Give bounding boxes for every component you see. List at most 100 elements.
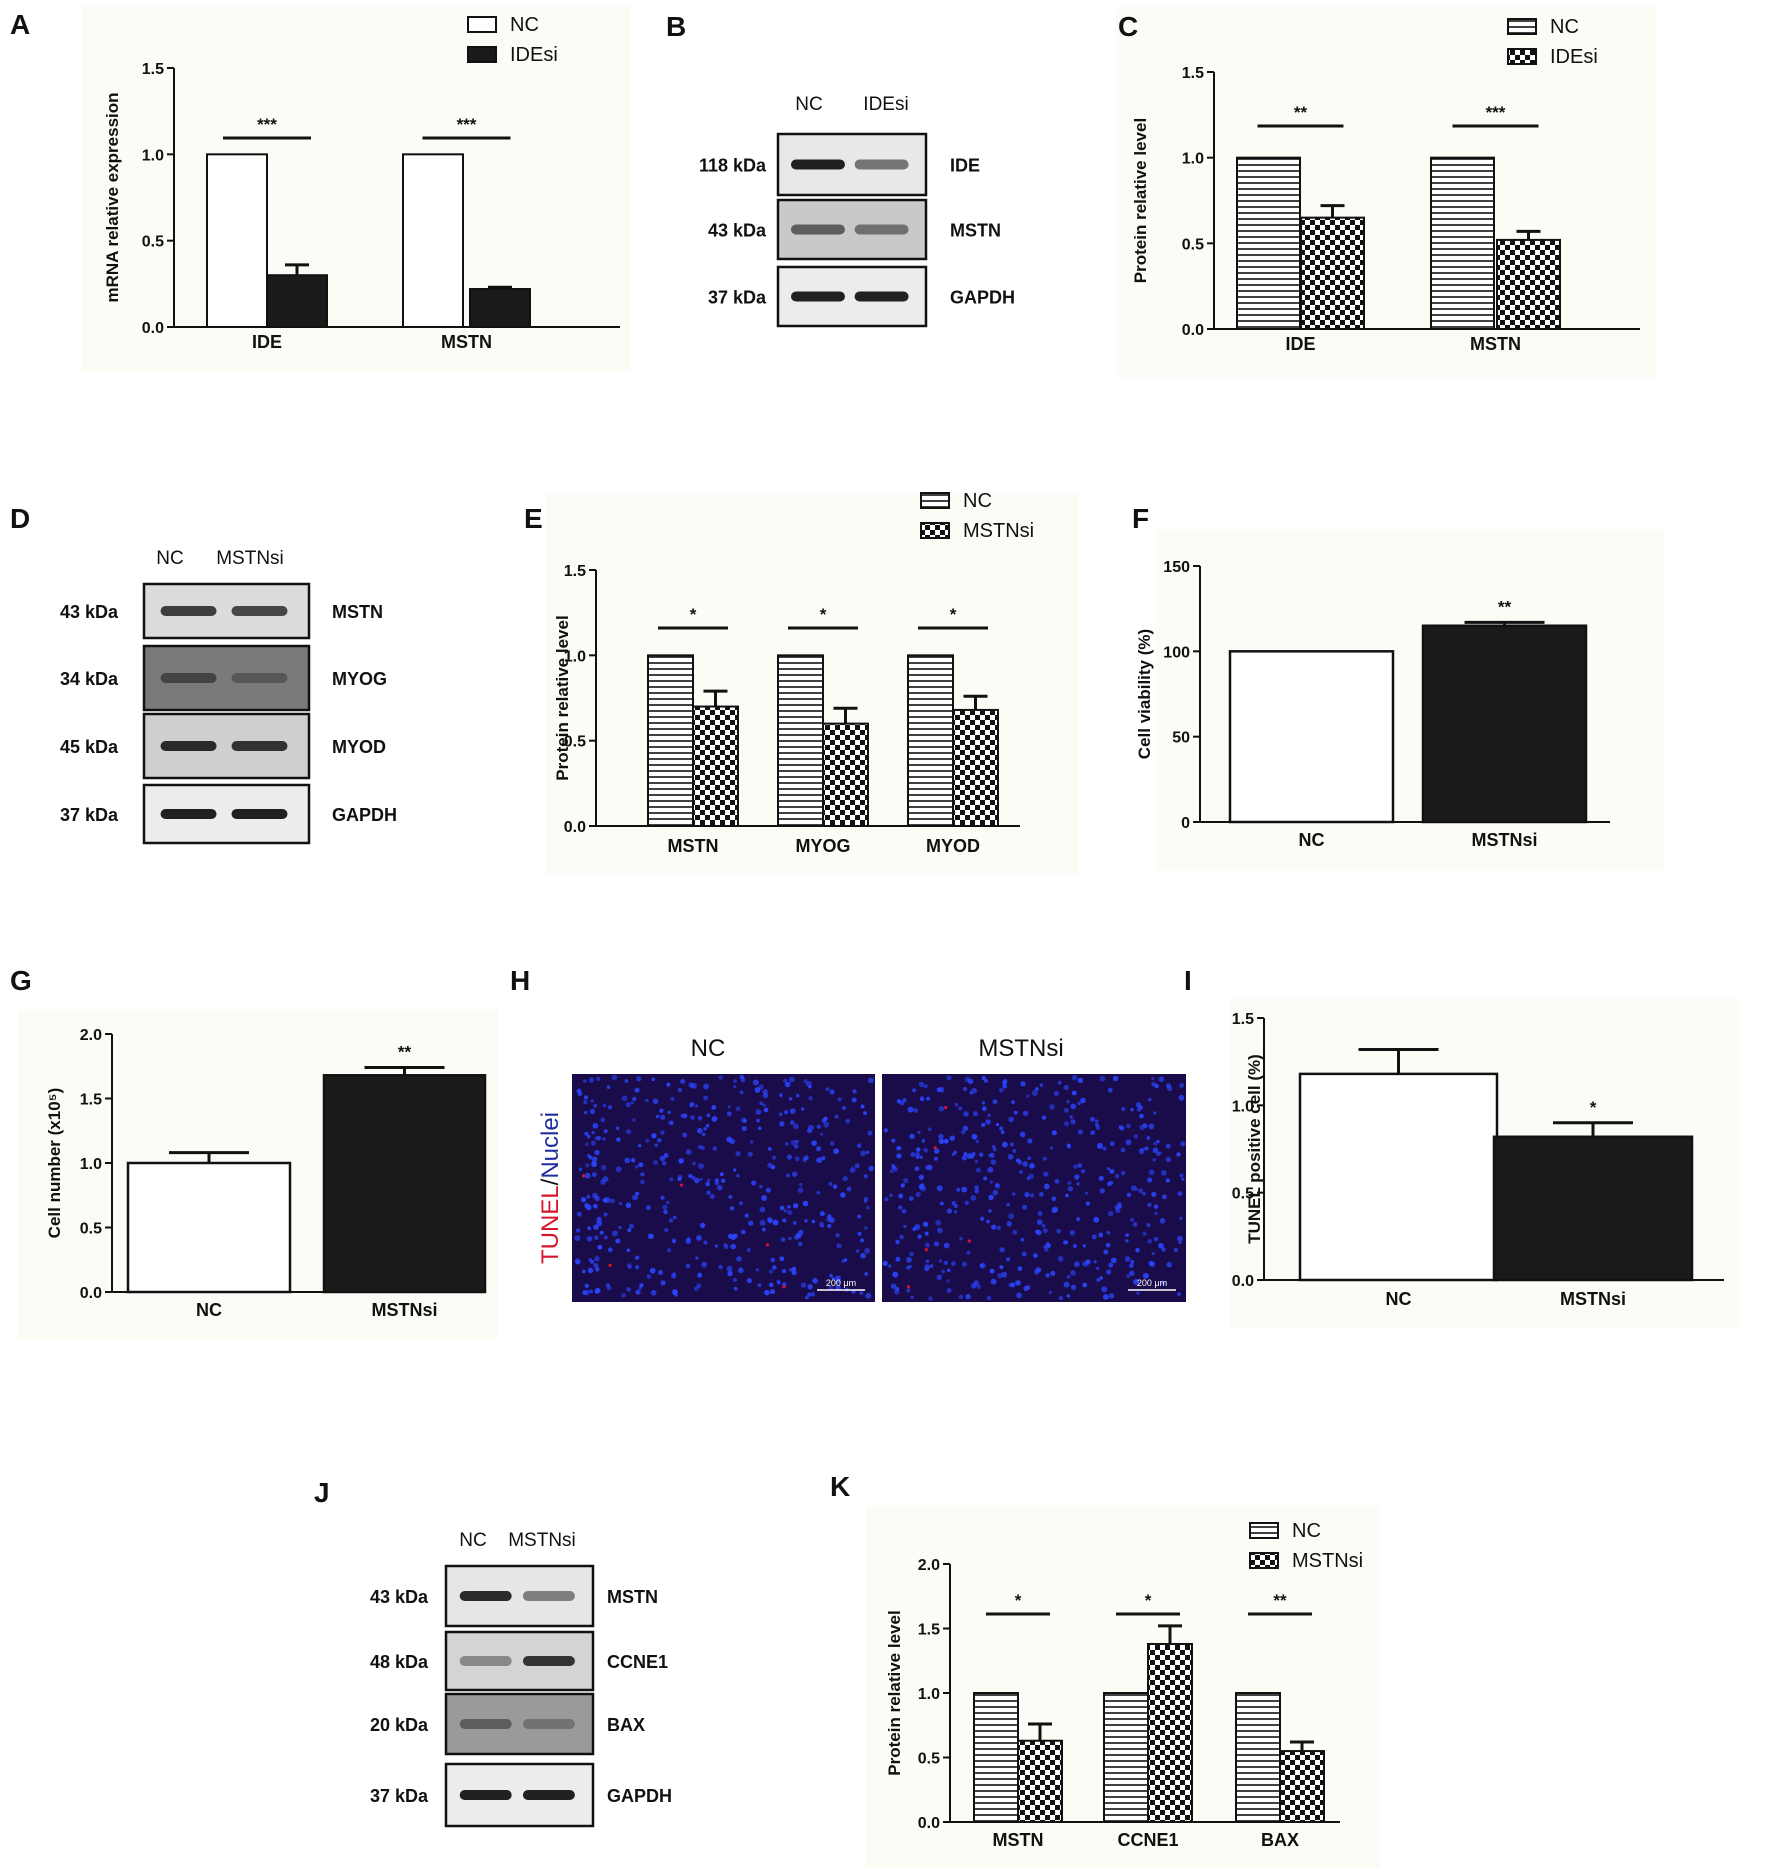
nucleus-dot [660,1195,665,1200]
nucleus-dot [780,1237,786,1242]
nucleus-dot [751,1180,757,1186]
significance-label: * [1590,1098,1597,1117]
nucleus-dot [1177,1292,1181,1296]
nucleus-dot [703,1240,708,1245]
nucleus-dot [677,1174,683,1180]
nucleus-dot [607,1104,613,1110]
panel-h: H NC 200 μm MSTNsi 200 μm TUNEL/Nuclei [510,965,1186,1302]
protein-band [459,1591,512,1601]
panel-label: F [1132,503,1149,534]
nucleus-dot [790,1139,797,1146]
nucleus-dot [835,1279,840,1284]
nucleus-dot [685,1263,691,1269]
nucleus-dot [590,1099,594,1103]
nucleus-dot [921,1139,926,1143]
nucleus-dot [1063,1281,1070,1288]
nucleus-dot [860,1104,865,1109]
nucleus-dot [727,1270,733,1277]
nucleus-dot [616,1137,621,1142]
nucleus-dot [638,1162,644,1168]
nucleus-dot [979,1263,984,1268]
nucleus-dot [651,1133,657,1139]
nucleus-dot [735,1106,741,1112]
nucleus-dot [689,1102,694,1108]
nucleus-dot [703,1126,707,1131]
nucleus-dot [1130,1217,1135,1222]
nucleus-dot [705,1123,710,1128]
x-tick-label: MYOD [926,836,980,856]
nucleus-dot [635,1191,640,1196]
nucleus-dot [1082,1282,1088,1288]
nucleus-dot [720,1178,726,1184]
nucleus-dot [896,1153,902,1159]
nucleus-dot [709,1193,715,1200]
x-tick-label: MSTNsi [1560,1289,1626,1309]
nucleus-dot [981,1106,987,1112]
nucleus-dot [618,1201,623,1206]
nucleus-dot [951,1261,956,1266]
nucleus-dot [999,1126,1004,1131]
nucleus-dot [816,1190,821,1195]
nucleus-dot [647,1233,654,1240]
nucleus-dot [736,1174,740,1178]
nucleus-dot [694,1104,699,1108]
nucleus-dot [1013,1110,1018,1115]
nucleus-dot [607,1247,613,1253]
nucleus-dot [990,1278,997,1285]
nucleus-dot [903,1224,907,1229]
nucleus-dot [832,1184,838,1189]
nucleus-dot [898,1205,903,1210]
stain-label: TUNEL/Nuclei [537,1112,564,1264]
nucleus-dot [686,1237,691,1241]
nucleus-dot [581,1269,586,1274]
nucleus-dot [738,1201,744,1206]
nucleus-dot [915,1147,921,1152]
nucleus-dot [649,1267,656,1274]
nucleus-dot [1099,1276,1103,1280]
nucleus-dot [1106,1166,1111,1171]
nucleus-dot [892,1271,899,1278]
nucleus-dot [786,1154,793,1160]
nucleus-dot [651,1077,656,1082]
protein-band [231,741,288,751]
nucleus-dot [625,1102,631,1108]
nucleus-dot [757,1283,762,1288]
nucleus-dot [1133,1278,1140,1285]
nucleus-dot [718,1264,723,1270]
nucleus-dot [981,1101,986,1105]
nucleus-dot [677,1087,683,1093]
nucleus-dot [946,1268,951,1273]
nucleus-dot [802,1200,809,1207]
nucleus-dot [1057,1255,1064,1262]
nucleus-dot [755,1109,762,1115]
nucleus-dot [1180,1141,1186,1147]
nucleus-dot [634,1255,640,1260]
nucleus-dot [909,1251,914,1257]
nucleus-dot [811,1140,817,1146]
nucleus-dot [1069,1115,1073,1119]
nucleus-dot [896,1145,901,1151]
bar-nc [1298,1072,1499,1282]
nucleus-dot [1153,1141,1158,1146]
nucleus-dot [1043,1171,1049,1177]
significance-label: ** [1273,1591,1287,1610]
nucleus-dot [1151,1081,1156,1087]
nucleus-dot [971,1087,977,1094]
nucleus-dot [578,1167,583,1171]
nucleus-dot [855,1249,860,1253]
nucleus-dot [894,1286,900,1292]
nucleus-dot [680,1113,685,1118]
nucleus-dot [987,1166,994,1173]
nucleus-dot [1021,1251,1027,1257]
nucleus-dot [650,1289,657,1296]
y-tick-label: 0.0 [918,1815,940,1832]
nucleus-dot [1121,1106,1126,1112]
nucleus-dot [778,1093,783,1098]
significance-label: *** [1486,103,1506,122]
panel-background [1116,6,1656,378]
nucleus-dot [768,1282,774,1288]
nucleus-dot [1044,1247,1049,1252]
nucleus-dot [697,1272,703,1278]
nucleus-dot [910,1151,916,1158]
panel-label: D [10,503,30,534]
